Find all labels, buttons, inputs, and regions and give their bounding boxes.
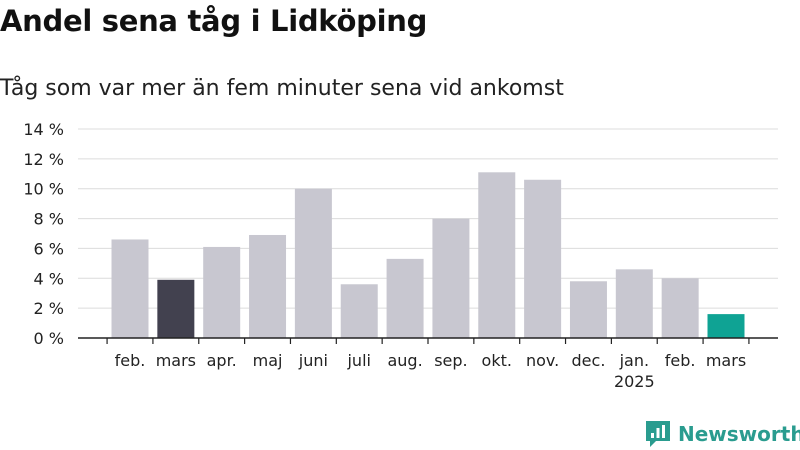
y-tick-label: 12 % [23,150,64,169]
bar [524,179,562,338]
bar [294,188,332,338]
gridlines [78,128,778,309]
brand-name: Newsworthy [678,422,800,446]
x-tick-label: mars [706,351,746,370]
x-tick-label: apr. [207,351,237,370]
x-axis [78,337,778,344]
y-tick-label: 6 % [34,239,64,258]
bar [249,234,287,338]
y-tick-label: 0 % [34,329,64,348]
y-tick-label: 10 % [23,180,64,199]
chart-subtitle: Tåg som var mer än fem minuter sena vid … [0,76,564,101]
bar [203,246,241,338]
x-tick-label: sep. [434,351,467,370]
bar [157,279,195,338]
newsworthy-logo-icon [646,421,670,447]
bar [432,218,470,338]
x-tick-label: nov. [526,351,559,370]
y-tick-label: 2 % [34,299,64,318]
x-tick-label: dec. [572,351,606,370]
x-tick-label: mars [156,351,196,370]
chart-title: Andel sena tåg i Lidköping [0,4,428,38]
bar [111,239,149,338]
x-tick-label: juli [346,351,370,370]
x-tick-label: okt. [482,351,512,370]
x-tick-label: aug. [387,351,422,370]
bar [615,269,653,338]
y-tick-label: 8 % [34,210,64,229]
bars [111,172,745,338]
bar [569,281,607,338]
brand-logo: Newsworthy [644,419,800,449]
y-tick-label: 4 % [34,269,64,288]
x-tick-label: feb. [665,351,696,370]
x-tick-label: jan. [619,351,649,370]
x-tick-label: maj [253,351,283,370]
bar [478,172,516,338]
bar [707,314,745,338]
bar [661,278,699,338]
x-tick-label: feb. [115,351,146,370]
y-tick-label: 14 % [23,120,64,139]
bar [386,258,424,338]
bar [340,284,378,338]
x-tick-label: juni [298,351,328,370]
tick-labels: 0 % 2 % 4 % 6 % 8 % 10 % 12 % 14 % feb. mars apr. m… [23,120,746,391]
x-tick-sublabel: 2025 [614,372,655,391]
